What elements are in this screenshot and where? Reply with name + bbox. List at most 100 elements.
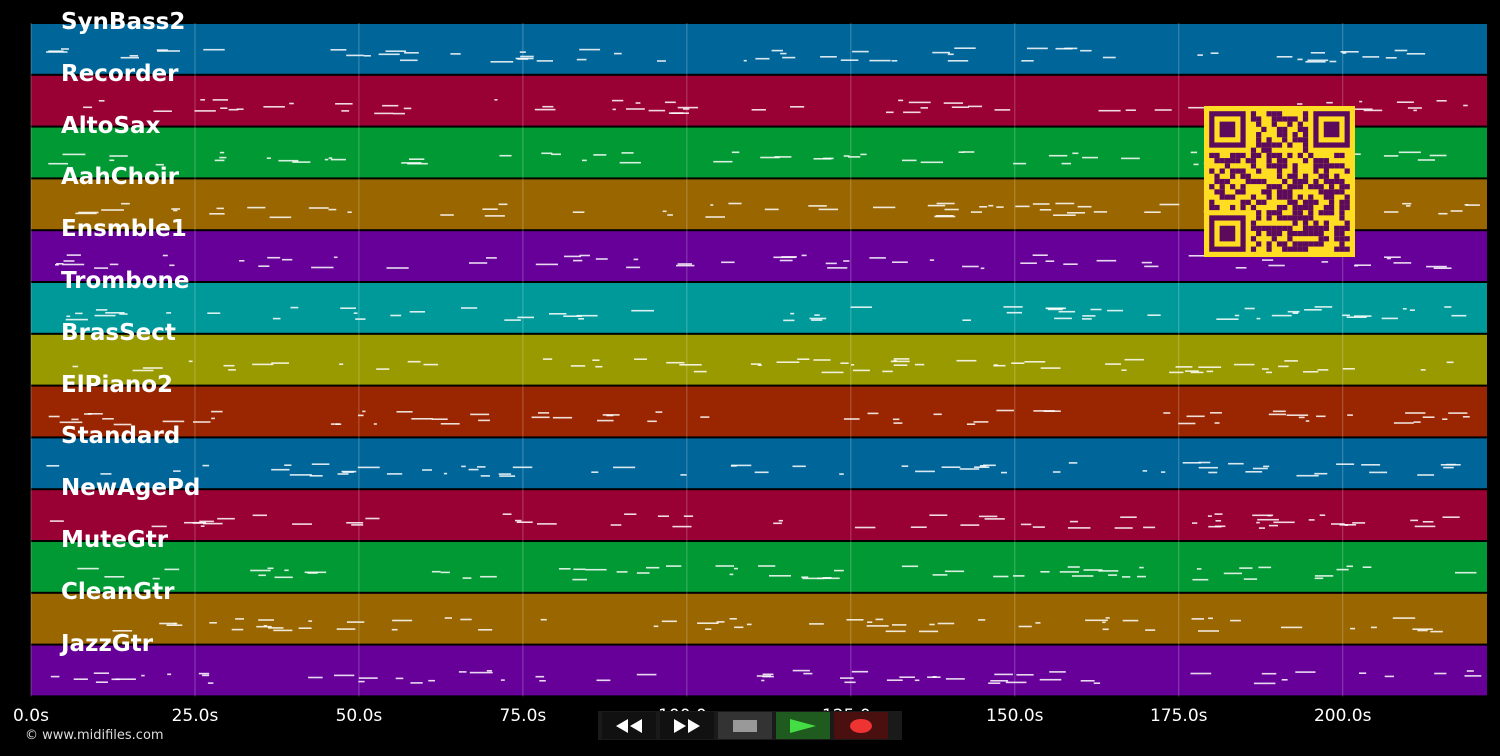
note-mark (576, 314, 598, 317)
note-mark (102, 418, 114, 420)
note-mark (1161, 471, 1166, 473)
note-mark (1369, 471, 1388, 474)
note-mark (282, 258, 293, 261)
note-mark (113, 423, 132, 426)
note-mark (754, 471, 769, 474)
note-mark (378, 53, 400, 56)
note-mark (1256, 317, 1261, 320)
note-mark (662, 210, 667, 213)
note-mark (1446, 361, 1454, 364)
note-mark (1143, 526, 1156, 529)
note-mark (1196, 568, 1202, 570)
note-mark (1216, 318, 1239, 320)
note-mark (220, 107, 228, 109)
note-mark (1059, 571, 1079, 573)
play-button[interactable] (776, 712, 830, 739)
note-mark (760, 156, 780, 159)
note-mark (893, 358, 910, 360)
note-mark (1192, 578, 1209, 581)
note-mark (1305, 61, 1326, 63)
note-mark (552, 416, 573, 419)
note-mark (199, 520, 214, 523)
note-mark (1234, 314, 1240, 317)
note-mark (1068, 462, 1078, 464)
note-mark (517, 316, 534, 319)
note-mark (202, 674, 210, 677)
note-mark (1298, 416, 1305, 419)
fast-forward-button[interactable] (660, 712, 714, 739)
note-mark (846, 619, 864, 621)
note-mark (166, 624, 183, 626)
note-mark (1273, 521, 1295, 524)
note-mark (1108, 574, 1118, 576)
track-label: CleanGtr (61, 578, 175, 605)
note-mark (155, 163, 164, 166)
note-mark (95, 681, 108, 683)
note-mark (762, 673, 774, 676)
note-mark (1284, 360, 1298, 362)
note-mark (1045, 260, 1055, 262)
track-label: BrasSect (61, 319, 176, 346)
note-mark (193, 421, 211, 423)
note-mark (480, 475, 490, 477)
note-mark (1463, 104, 1468, 107)
note-mark (65, 318, 88, 321)
note-mark (188, 360, 193, 363)
note-mark (773, 522, 782, 525)
note-mark (162, 254, 168, 257)
note-mark (1210, 412, 1222, 414)
note-mark (572, 578, 587, 581)
stop-button[interactable] (718, 712, 772, 739)
note-mark (1147, 314, 1161, 316)
note-mark (1233, 363, 1255, 366)
note-mark (1262, 259, 1274, 261)
note-mark (328, 208, 337, 211)
note-mark (423, 363, 439, 366)
note-mark (1392, 617, 1416, 619)
note-mark (77, 567, 99, 570)
note-mark (779, 259, 793, 262)
note-mark (98, 100, 105, 102)
track-label: AahChoir (61, 164, 179, 191)
note-mark (966, 423, 976, 425)
track-label: AltoSax (61, 112, 161, 139)
note-mark (1067, 527, 1091, 529)
note-mark (171, 208, 181, 210)
note-mark (958, 151, 964, 153)
note-mark (776, 361, 800, 363)
track-lane (31, 645, 1487, 696)
note-mark (954, 47, 976, 49)
note-mark (1440, 464, 1461, 466)
note-mark (298, 627, 312, 629)
note-mark (119, 313, 128, 315)
note-mark (761, 679, 765, 682)
note-mark (337, 473, 349, 475)
note-mark (666, 565, 682, 567)
note-mark (536, 60, 553, 62)
note-mark (1394, 49, 1408, 52)
note-mark (844, 681, 856, 684)
note-mark (1268, 264, 1285, 267)
note-mark (1047, 308, 1063, 311)
note-mark (357, 466, 380, 469)
note-mark (1015, 205, 1030, 208)
note-mark (462, 577, 472, 579)
note-mark (153, 110, 172, 112)
record-button[interactable] (834, 712, 888, 739)
note-mark (730, 465, 737, 467)
note-mark (1032, 254, 1048, 256)
note-mark (105, 312, 125, 314)
note-mark (558, 568, 571, 570)
note-mark (1268, 413, 1286, 416)
note-mark (1417, 474, 1435, 476)
note-mark (173, 622, 178, 625)
track-notes (75, 202, 1480, 219)
note-mark (843, 418, 860, 420)
note-mark (311, 463, 330, 465)
note-mark (728, 202, 742, 205)
note-mark (1297, 103, 1303, 105)
note-mark (71, 418, 79, 421)
rewind-button[interactable] (602, 712, 656, 739)
note-mark (1198, 466, 1218, 469)
